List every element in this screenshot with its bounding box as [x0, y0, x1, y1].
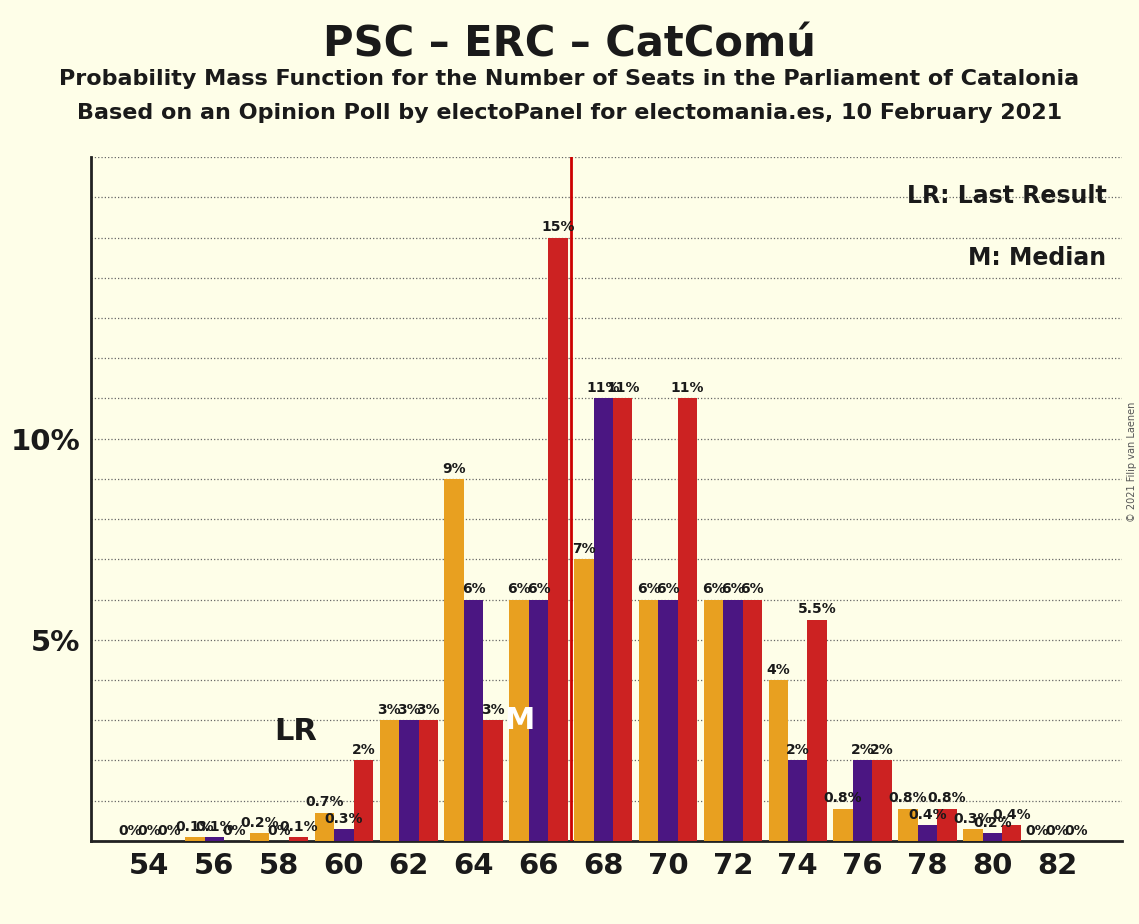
Bar [937, 808, 957, 841]
Bar [899, 808, 918, 841]
Text: 11%: 11% [606, 382, 639, 395]
Text: 3%: 3% [398, 703, 420, 717]
Text: 0%: 0% [222, 823, 246, 838]
Text: 6%: 6% [740, 582, 764, 596]
Bar [483, 720, 502, 841]
Text: 6%: 6% [526, 582, 550, 596]
Bar [983, 833, 1002, 841]
Text: 6%: 6% [637, 582, 661, 596]
Text: 4%: 4% [767, 663, 790, 676]
Text: 0%: 0% [1046, 823, 1068, 838]
Text: 0%: 0% [268, 823, 290, 838]
Text: 3%: 3% [377, 703, 401, 717]
Text: 6%: 6% [656, 582, 680, 596]
Text: 6%: 6% [721, 582, 745, 596]
Text: Probability Mass Function for the Number of Seats in the Parliament of Catalonia: Probability Mass Function for the Number… [59, 69, 1080, 90]
Bar [548, 237, 567, 841]
Text: 0.2%: 0.2% [973, 816, 1011, 830]
Text: 5.5%: 5.5% [797, 602, 836, 616]
Text: 0.8%: 0.8% [823, 792, 862, 806]
Text: 0%: 0% [1065, 823, 1089, 838]
Bar [289, 837, 309, 841]
Text: 0.3%: 0.3% [953, 811, 992, 825]
Bar [574, 559, 593, 841]
Text: 2%: 2% [851, 743, 875, 757]
Bar [639, 600, 658, 841]
Text: © 2021 Filip van Laenen: © 2021 Filip van Laenen [1126, 402, 1137, 522]
Text: 15%: 15% [541, 220, 575, 235]
Text: 0.1%: 0.1% [175, 820, 214, 833]
Bar [658, 600, 678, 841]
Text: M: Median: M: Median [968, 246, 1106, 270]
Text: 0.4%: 0.4% [992, 808, 1031, 821]
Bar [205, 837, 224, 841]
Text: PSC – ERC – CatComú: PSC – ERC – CatComú [323, 23, 816, 65]
Text: 6%: 6% [507, 582, 531, 596]
Bar [788, 760, 808, 841]
Text: 0.4%: 0.4% [908, 808, 947, 821]
Bar [249, 833, 270, 841]
Text: 2%: 2% [786, 743, 810, 757]
Text: 0.1%: 0.1% [279, 820, 318, 833]
Text: 0%: 0% [157, 823, 181, 838]
Bar [593, 398, 613, 841]
Bar [723, 600, 743, 841]
Bar [964, 829, 983, 841]
Text: 0.3%: 0.3% [325, 811, 363, 825]
Bar [354, 760, 374, 841]
Text: LR: Last Result: LR: Last Result [907, 185, 1106, 209]
Bar [918, 825, 937, 841]
Text: M: M [503, 706, 534, 735]
Bar [808, 620, 827, 841]
Text: 3%: 3% [417, 703, 440, 717]
Bar [464, 600, 483, 841]
Bar [834, 808, 853, 841]
Text: 0%: 0% [138, 823, 162, 838]
Bar [528, 600, 548, 841]
Text: 0.2%: 0.2% [240, 816, 279, 830]
Text: 6%: 6% [461, 582, 485, 596]
Bar [418, 720, 439, 841]
Bar [444, 479, 464, 841]
Text: 0%: 0% [1026, 823, 1049, 838]
Text: 0.7%: 0.7% [305, 796, 344, 809]
Text: 6%: 6% [702, 582, 726, 596]
Bar [704, 600, 723, 841]
Text: 7%: 7% [572, 542, 596, 556]
Bar [872, 760, 892, 841]
Bar [769, 680, 788, 841]
Bar [399, 720, 418, 841]
Bar [853, 760, 872, 841]
Bar [1002, 825, 1022, 841]
Text: 0.8%: 0.8% [888, 792, 927, 806]
Bar [743, 600, 762, 841]
Bar [186, 837, 205, 841]
Text: Based on an Opinion Poll by electoPanel for electomania.es, 10 February 2021: Based on an Opinion Poll by electoPanel … [77, 103, 1062, 124]
Text: 11%: 11% [587, 382, 620, 395]
Text: 2%: 2% [870, 743, 894, 757]
Text: LR: LR [273, 717, 317, 747]
Bar [334, 829, 354, 841]
Bar [613, 398, 632, 841]
Bar [379, 720, 399, 841]
Text: 9%: 9% [442, 462, 466, 476]
Bar [314, 813, 334, 841]
Text: 0.1%: 0.1% [195, 820, 233, 833]
Text: 11%: 11% [671, 382, 704, 395]
Text: 0.8%: 0.8% [927, 792, 966, 806]
Bar [509, 600, 528, 841]
Text: 2%: 2% [352, 743, 375, 757]
Text: 3%: 3% [482, 703, 505, 717]
Bar [678, 398, 697, 841]
Text: 0%: 0% [118, 823, 142, 838]
